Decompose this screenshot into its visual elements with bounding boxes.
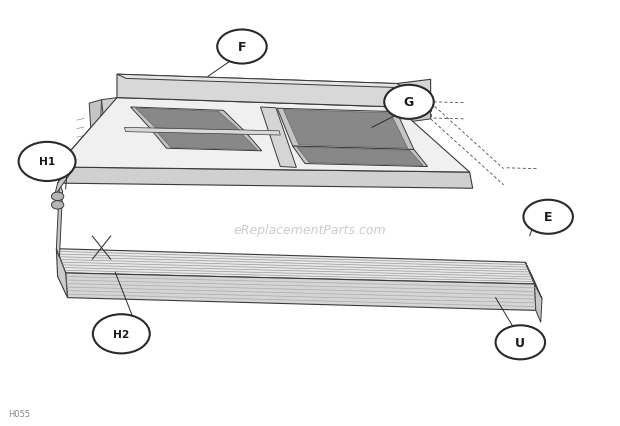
Text: H2: H2 (113, 329, 130, 339)
Text: G: G (404, 96, 414, 109)
Polygon shape (56, 167, 472, 189)
Circle shape (19, 143, 76, 181)
Text: E: E (544, 211, 552, 224)
Polygon shape (56, 249, 534, 284)
Polygon shape (125, 128, 280, 136)
Polygon shape (283, 110, 408, 149)
Text: F: F (237, 41, 246, 54)
Text: U: U (515, 336, 525, 349)
Circle shape (51, 193, 64, 201)
Text: H1: H1 (39, 157, 55, 167)
Polygon shape (117, 75, 397, 108)
Polygon shape (525, 263, 542, 299)
Polygon shape (397, 80, 431, 108)
Circle shape (51, 201, 64, 210)
Polygon shape (293, 147, 428, 167)
Polygon shape (397, 104, 431, 124)
Text: eReplacementParts.com: eReplacementParts.com (234, 224, 386, 236)
Polygon shape (66, 273, 536, 311)
Polygon shape (151, 130, 262, 151)
Polygon shape (297, 148, 423, 166)
Circle shape (495, 325, 545, 360)
Circle shape (93, 314, 150, 354)
Polygon shape (89, 101, 102, 133)
Polygon shape (58, 98, 117, 184)
Polygon shape (56, 184, 63, 258)
Circle shape (384, 86, 434, 120)
Polygon shape (55, 119, 104, 196)
Polygon shape (131, 108, 245, 132)
Polygon shape (277, 109, 414, 150)
Polygon shape (117, 75, 406, 89)
Polygon shape (56, 249, 68, 298)
Circle shape (217, 30, 267, 64)
Polygon shape (136, 109, 240, 131)
Polygon shape (534, 284, 542, 322)
Polygon shape (155, 130, 257, 150)
Text: H055: H055 (8, 409, 30, 417)
Polygon shape (56, 98, 120, 184)
Polygon shape (260, 108, 296, 168)
Circle shape (523, 200, 573, 234)
Polygon shape (56, 98, 469, 173)
